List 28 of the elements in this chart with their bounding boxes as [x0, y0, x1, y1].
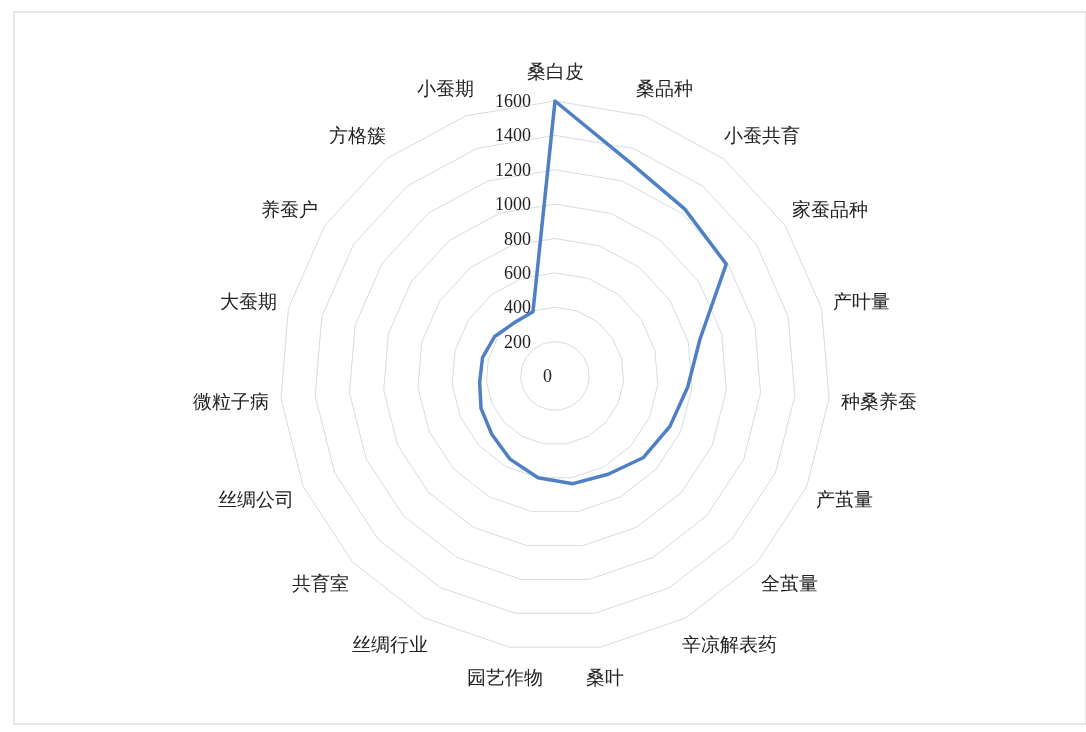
spoke-label: 小蚕期 [416, 77, 474, 99]
spoke-label: 微粒子病 [193, 391, 270, 413]
spoke-label: 桑白皮 [526, 61, 584, 82]
y-tick-label: 1000 [495, 194, 531, 215]
spoke-label: 大蚕期 [220, 291, 278, 313]
spoke-label: 共育室 [291, 572, 349, 594]
spoke-label: 方格簇 [328, 125, 386, 147]
spoke-label: 丝绸公司 [217, 488, 294, 510]
spoke-label: 丝绸行业 [351, 634, 428, 656]
y-tick-label: 1600 [495, 91, 531, 111]
spoke-label: 养蚕户 [260, 199, 318, 221]
y-tick-label: 1400 [495, 125, 531, 146]
spoke-label: 种桑养蚕 [840, 391, 917, 413]
y-tick-label: 400 [504, 297, 531, 318]
spoke-label: 小蚕共育 [724, 125, 801, 147]
spoke-label: 桑叶 [586, 666, 625, 688]
spoke-label: 全茧量 [761, 572, 819, 594]
y-tick-label: 800 [504, 228, 531, 249]
y-tick-label: 0 [543, 366, 552, 386]
spoke-label: 产叶量 [832, 291, 890, 313]
spoke-label: 桑品种 [636, 77, 694, 99]
spoke-label: 家蚕品种 [792, 199, 869, 221]
y-tick-label: 600 [504, 262, 531, 283]
y-tick-label: 1200 [495, 159, 531, 180]
y-tick-label: 200 [504, 331, 531, 352]
spoke-label: 产茧量 [816, 488, 874, 510]
spoke-label: 园艺作物 [466, 666, 543, 688]
spoke-label: 辛凉解表药 [682, 634, 778, 656]
